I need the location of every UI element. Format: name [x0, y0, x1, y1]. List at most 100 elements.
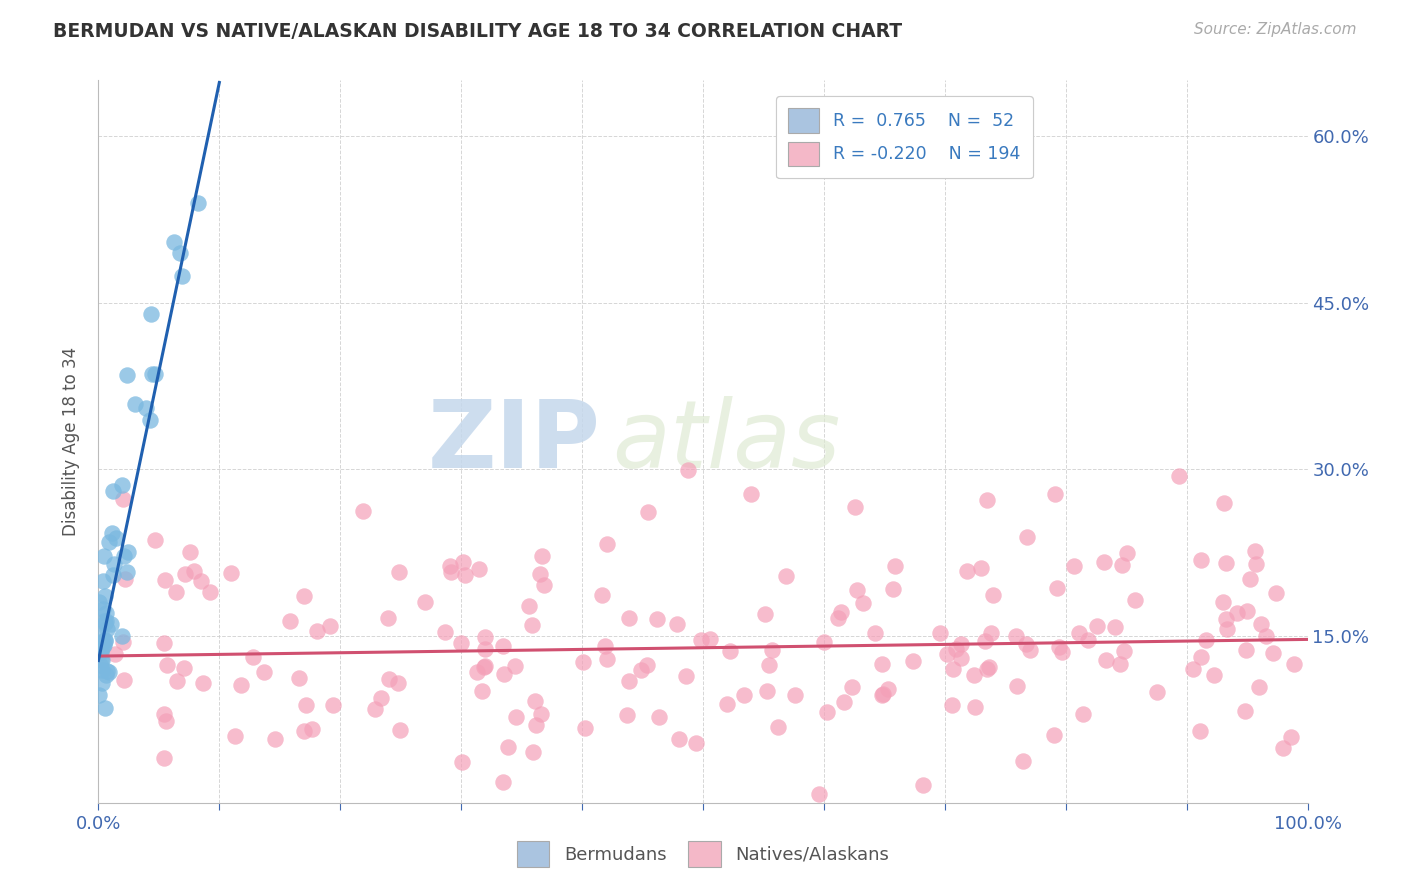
Point	[1095, 653, 1118, 667]
Point	[96, 664, 118, 678]
Point	[852, 596, 875, 610]
Point	[263, 731, 285, 746]
Point	[295, 698, 318, 712]
Point	[1213, 496, 1236, 510]
Point	[319, 619, 342, 633]
Point	[533, 578, 555, 592]
Point	[139, 412, 162, 426]
Point	[617, 674, 640, 689]
Point	[471, 683, 494, 698]
Point	[472, 659, 495, 673]
Point	[94, 615, 117, 630]
Point	[520, 618, 543, 632]
Point	[740, 486, 762, 500]
Point	[91, 574, 114, 589]
Point	[678, 463, 700, 477]
Point	[111, 629, 134, 643]
Point	[465, 665, 488, 680]
Point	[117, 545, 139, 559]
Point	[103, 557, 125, 571]
Point	[980, 625, 1002, 640]
Point	[844, 500, 866, 515]
Point	[617, 611, 640, 625]
Point	[439, 558, 461, 573]
Point	[124, 396, 146, 410]
Point	[153, 574, 176, 588]
Point	[352, 503, 374, 517]
Point	[865, 626, 887, 640]
Point	[112, 635, 135, 649]
Point	[1050, 645, 1073, 659]
Point	[114, 572, 136, 586]
Point	[90, 645, 112, 659]
Point	[93, 638, 115, 652]
Point	[190, 574, 212, 588]
Point	[1189, 650, 1212, 665]
Point	[387, 676, 409, 690]
Point	[1123, 593, 1146, 607]
Point	[307, 624, 329, 638]
Point	[152, 706, 174, 721]
Point	[668, 731, 690, 746]
Point	[775, 569, 797, 583]
Point	[1043, 728, 1066, 742]
Point	[956, 564, 979, 578]
Point	[519, 599, 541, 614]
Point	[87, 595, 110, 609]
Point	[492, 666, 515, 681]
Point	[474, 641, 496, 656]
Point	[973, 634, 995, 648]
Point	[1249, 680, 1271, 694]
Point	[1233, 704, 1256, 718]
Point	[637, 505, 659, 519]
Point	[830, 605, 852, 619]
Point	[388, 723, 411, 738]
Point	[163, 235, 186, 250]
Point	[98, 535, 121, 549]
Point	[98, 665, 121, 679]
Point	[942, 662, 965, 676]
Point	[877, 681, 900, 696]
Point	[965, 699, 987, 714]
Point	[364, 702, 387, 716]
Point	[292, 589, 315, 603]
Point	[152, 751, 174, 765]
Point	[983, 588, 1005, 602]
Point	[87, 688, 110, 702]
Point	[141, 368, 163, 382]
Point	[754, 607, 776, 621]
Point	[505, 710, 527, 724]
Point	[768, 720, 790, 734]
Point	[1063, 558, 1085, 573]
Point	[1189, 553, 1212, 567]
Point	[378, 673, 401, 687]
Point	[949, 637, 972, 651]
Point	[322, 698, 344, 712]
Point	[90, 626, 112, 640]
Point	[90, 652, 112, 666]
Point	[169, 245, 191, 260]
Point	[89, 657, 111, 672]
Point	[91, 675, 114, 690]
Point	[94, 614, 117, 628]
Point	[1239, 572, 1261, 586]
Point	[1046, 581, 1069, 595]
Text: ZIP: ZIP	[427, 395, 600, 488]
Point	[1250, 617, 1272, 632]
Point	[301, 722, 323, 736]
Point	[111, 478, 134, 492]
Point	[689, 633, 711, 648]
Point	[187, 196, 209, 211]
Point	[280, 614, 302, 628]
Point	[841, 680, 863, 694]
Point	[1112, 644, 1135, 658]
Point	[1104, 620, 1126, 634]
Point	[846, 583, 869, 598]
Point	[93, 549, 115, 563]
Point	[872, 657, 894, 672]
Point	[1085, 618, 1108, 632]
Point	[572, 655, 595, 669]
Point	[1047, 640, 1070, 654]
Point	[1109, 657, 1132, 671]
Point	[758, 657, 780, 672]
